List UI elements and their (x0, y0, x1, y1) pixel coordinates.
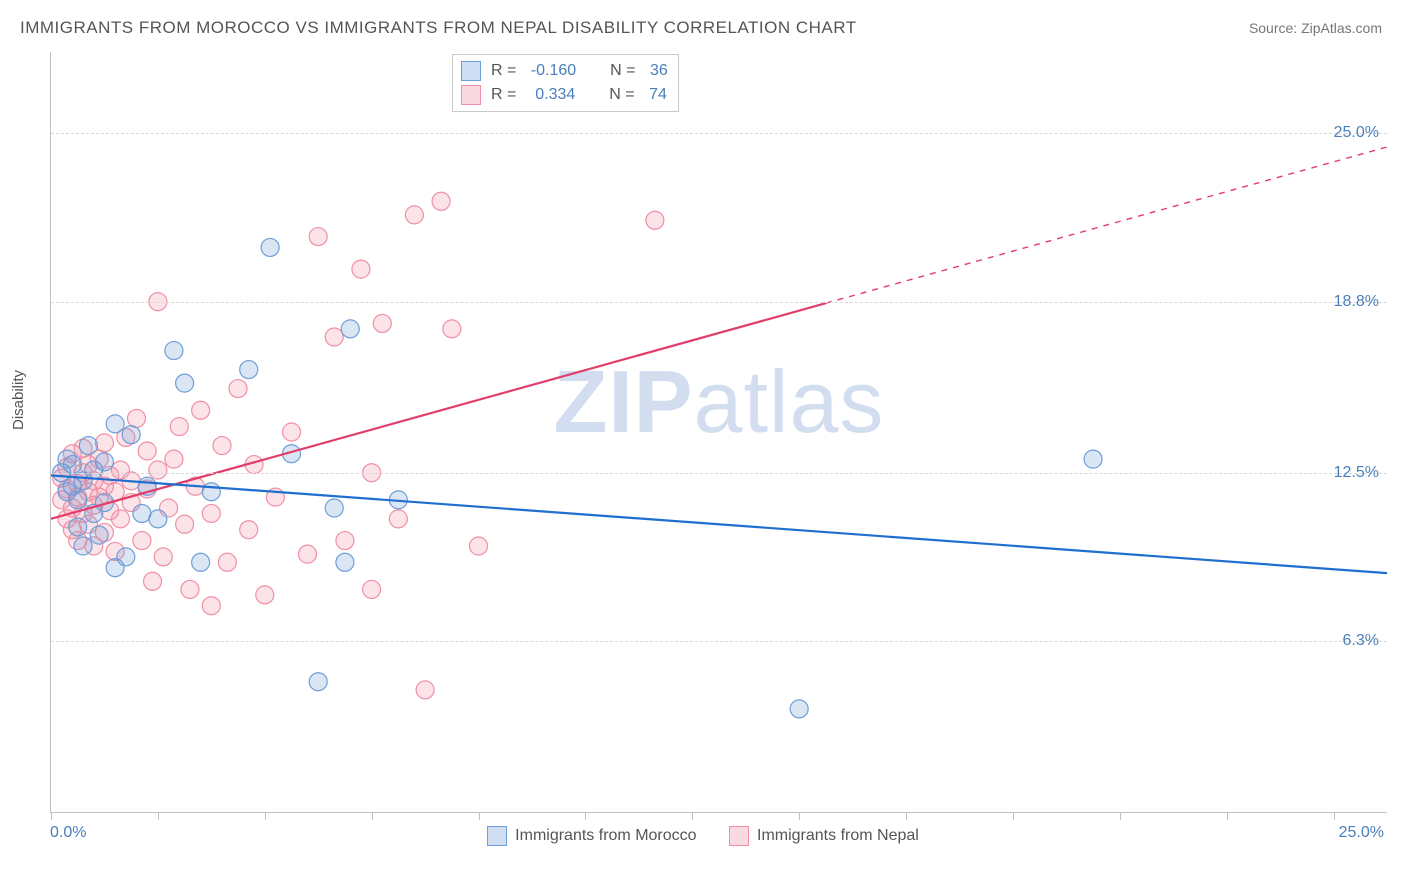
n-label: N = (609, 83, 639, 107)
chart-svg (51, 52, 1387, 812)
stats-legend: R = -0.160 N = 36 R = 0.334 N = 74 (452, 54, 679, 112)
gridline (51, 133, 1387, 134)
y-tick-label: 6.3% (1343, 632, 1379, 650)
x-tick (1013, 812, 1014, 820)
y-tick-label: 25.0% (1334, 124, 1379, 142)
source-name: ZipAtlas.com (1301, 20, 1382, 36)
y-tick-label: 12.5% (1334, 464, 1379, 482)
r-value-nepal: 0.334 (531, 83, 576, 107)
n-value-nepal: 74 (649, 83, 667, 107)
source-label: Source: (1249, 20, 1301, 36)
swatch-nepal (729, 826, 749, 846)
x-tick (1334, 812, 1335, 820)
n-value-morocco: 36 (650, 59, 668, 83)
n-label: N = (610, 59, 640, 83)
x-tick (1120, 812, 1121, 820)
y-tick-label: 18.8% (1334, 293, 1379, 311)
x-tick (479, 812, 480, 820)
gridline (51, 302, 1387, 303)
x-tick (585, 812, 586, 820)
x-tick (51, 812, 52, 820)
legend-label-morocco: Immigrants from Morocco (515, 827, 696, 845)
x-tick (372, 812, 373, 820)
x-tick (158, 812, 159, 820)
r-label: R = (491, 59, 521, 83)
stats-row-morocco: R = -0.160 N = 36 (461, 59, 668, 83)
y-axis-label: Disability (10, 370, 27, 430)
x-tick (906, 812, 907, 820)
stats-row-nepal: R = 0.334 N = 74 (461, 83, 668, 107)
swatch-nepal (461, 85, 481, 105)
source-attribution: Source: ZipAtlas.com (1249, 20, 1382, 36)
gridline (51, 641, 1387, 642)
swatch-morocco (461, 61, 481, 81)
x-tick (1227, 812, 1228, 820)
swatch-morocco (487, 826, 507, 846)
x-tick (799, 812, 800, 820)
legend-label-nepal: Immigrants from Nepal (757, 827, 919, 845)
chart-title: IMMIGRANTS FROM MOROCCO VS IMMIGRANTS FR… (20, 18, 857, 38)
r-label: R = (491, 83, 521, 107)
series-legend: Immigrants from Morocco Immigrants from … (0, 826, 1406, 851)
watermark: ZIPatlas (554, 351, 885, 453)
r-value-morocco: -0.160 (531, 59, 576, 83)
legend-item-nepal: Immigrants from Nepal (729, 826, 919, 846)
watermark-bold: ZIP (554, 352, 694, 451)
x-tick (265, 812, 266, 820)
x-tick (692, 812, 693, 820)
watermark-light: atlas (694, 352, 885, 451)
plot-area: ZIPatlas 6.3% 12.5% 18.8% 25.0% (50, 52, 1387, 813)
legend-item-morocco: Immigrants from Morocco (487, 826, 696, 846)
gridline (51, 473, 1387, 474)
